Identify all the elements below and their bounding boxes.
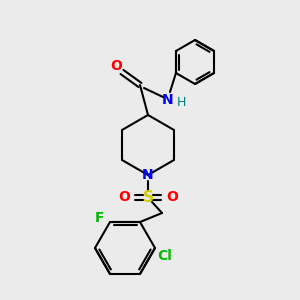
Text: S: S xyxy=(142,190,154,205)
Text: N: N xyxy=(142,168,154,182)
Text: O: O xyxy=(118,190,130,204)
Text: O: O xyxy=(110,59,122,73)
Text: O: O xyxy=(166,190,178,204)
Text: Cl: Cl xyxy=(158,249,172,263)
Text: N: N xyxy=(162,93,174,107)
Text: H: H xyxy=(176,97,186,110)
Text: F: F xyxy=(95,211,105,225)
